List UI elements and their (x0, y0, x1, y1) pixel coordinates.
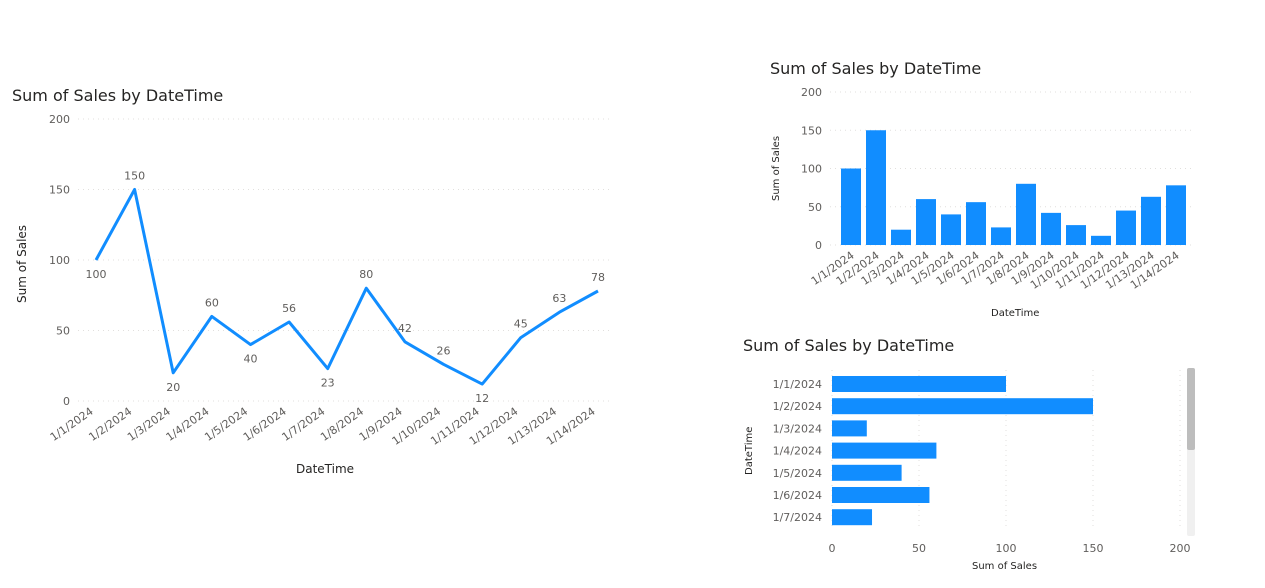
line-chart-data-label: 56 (282, 302, 296, 315)
column-chart-title: Sum of Sales by DateTime (770, 59, 981, 78)
horizontal-bar[interactable] (832, 442, 937, 459)
bar-chart-title: Sum of Sales by DateTime (743, 336, 954, 355)
line-chart-data-label: 45 (514, 318, 528, 331)
line-chart-x-tick: 1/6/2024 (241, 405, 289, 444)
column-bar[interactable] (916, 199, 936, 245)
column-bar[interactable] (841, 168, 861, 246)
bar-chart-y-tick: 1/6/2024 (773, 489, 822, 502)
line-chart-x-tick: 1/8/2024 (318, 405, 366, 444)
bar-chart-x-tick: 200 (1170, 542, 1191, 555)
line-chart-y-tick: 150 (49, 184, 70, 197)
line-chart-data-label: 63 (552, 292, 566, 305)
bar-chart-y-tick: 1/7/2024 (773, 511, 822, 524)
column-chart-y-tick: 150 (801, 124, 822, 137)
line-chart-y-tick: 100 (49, 254, 70, 267)
bar-chart-x-tick: 100 (996, 542, 1017, 555)
column-bar[interactable] (891, 229, 911, 245)
line-chart-data-label: 26 (437, 344, 451, 357)
bar-chart-x-tick: 50 (912, 542, 926, 555)
horizontal-bar[interactable] (832, 509, 873, 526)
bar-chart-scrollbar-thumb[interactable] (1187, 368, 1195, 450)
column-bar[interactable] (1166, 185, 1186, 245)
line-chart-x-tick: 1/4/2024 (164, 405, 212, 444)
bar-chart-y-tick: 1/4/2024 (773, 445, 822, 458)
bar-chart-x-axis-title: Sum of Sales (972, 561, 1037, 572)
column-bar[interactable] (1066, 225, 1086, 245)
line-chart-visual[interactable]: Sum of Sales by DateTime 0 50 100 150 200 1/… (12, 86, 612, 476)
line-chart-data-label: 78 (591, 271, 605, 284)
line-chart-data-label: 150 (124, 170, 145, 183)
line-chart-x-tick: 1/1/2024 (48, 405, 96, 444)
horizontal-bar[interactable] (832, 398, 1093, 415)
column-bar[interactable] (1091, 235, 1111, 245)
line-series-sum-of-sales[interactable] (94, 188, 599, 386)
line-chart-y-tick: 200 (49, 113, 70, 126)
horizontal-bar[interactable] (832, 420, 867, 437)
column-bar[interactable] (991, 227, 1011, 245)
column-chart-y-axis-title: Sum of Sales (771, 136, 782, 201)
column-bar[interactable] (941, 214, 961, 245)
line-chart-x-tick: 1/3/2024 (125, 405, 173, 444)
column-chart-y-tick: 50 (808, 201, 822, 214)
horizontal-bar[interactable] (832, 487, 930, 503)
line-chart-title: Sum of Sales by DateTime (12, 86, 223, 105)
column-bar[interactable] (966, 202, 986, 245)
line-chart-y-tick: 0 (63, 395, 70, 408)
bar-chart-x-tick: 150 (1083, 542, 1104, 555)
column-chart-y-tick: 200 (801, 86, 822, 99)
line-chart-data-label: 42 (398, 322, 412, 335)
line-chart-y-axis-title: Sum of Sales (15, 225, 29, 303)
horizontal-bar[interactable] (832, 464, 902, 481)
line-chart-y-tick: 50 (56, 325, 70, 338)
line-chart-x-tick: 1/5/2024 (202, 405, 250, 444)
bar-chart-y-tick: 1/3/2024 (773, 422, 822, 435)
line-chart-x-axis-title: DateTime (296, 462, 354, 476)
column-chart-x-axis-title: DateTime (991, 308, 1039, 319)
column-bar[interactable] (1141, 196, 1161, 245)
horizontal-bar[interactable] (832, 376, 1006, 392)
column-bar[interactable] (866, 130, 886, 245)
line-chart-data-label: 100 (86, 268, 107, 281)
bar-chart-y-tick: 1/1/2024 (773, 378, 822, 391)
line-chart-data-label: 60 (205, 296, 219, 309)
bar-chart-y-tick: 1/2/2024 (773, 400, 822, 413)
line-chart-data-label: 80 (359, 268, 373, 281)
line-chart-data-label: 20 (166, 381, 180, 394)
column-chart-y-tick: 100 (801, 163, 822, 176)
line-chart-x-tick: 1/7/2024 (279, 405, 327, 444)
column-bar[interactable] (1016, 183, 1036, 245)
line-chart-x-tick: 1/2/2024 (86, 405, 134, 444)
bar-chart-y-axis-title: DateTime (744, 427, 755, 475)
column-bar[interactable] (1116, 210, 1136, 245)
column-bar[interactable] (1041, 212, 1061, 245)
line-chart-data-label: 12 (475, 392, 489, 405)
line-chart-data-label: 40 (243, 353, 257, 366)
line-chart-data-label: 23 (321, 377, 335, 390)
bar-chart-y-tick: 1/5/2024 (773, 467, 822, 480)
bar-chart-x-tick: 0 (829, 542, 836, 555)
column-chart-y-tick: 0 (815, 239, 822, 252)
bar-chart-visual[interactable]: Sum of Sales by DateTime 1/1/2024 1/2/202… (743, 336, 1195, 572)
